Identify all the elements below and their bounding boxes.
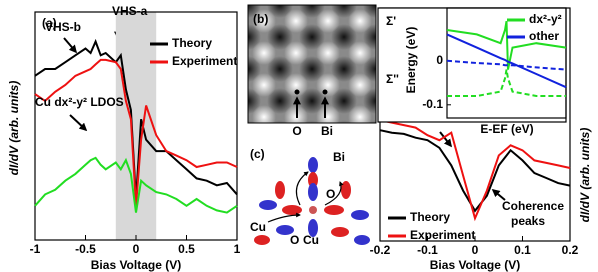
- panel-label: (c): [250, 147, 265, 161]
- data-line: [379, 119, 571, 222]
- legend-label: other: [529, 29, 559, 43]
- data-line: [34, 38, 238, 200]
- annotation: Σ'': [386, 72, 399, 86]
- site-label: O: [292, 124, 301, 138]
- y-axis-title: dI/dV (arb. units): [7, 81, 21, 176]
- real-part-line: [446, 21, 567, 70]
- x-tick-label: 1: [234, 242, 241, 256]
- x-axis-title: Bias Voltage (V): [430, 258, 520, 272]
- data-line: [34, 58, 238, 206]
- y-axis-title: Energy (eV): [404, 27, 418, 94]
- x-tick-label: 0: [133, 242, 140, 256]
- legend-label: Experiment: [172, 54, 237, 68]
- stm-image: (b) O Bi: [247, 4, 377, 138]
- series-label: Cu dx²-y² LDOS: [35, 95, 124, 109]
- atom-label: O: [326, 187, 335, 201]
- annotation: VHS-a: [112, 4, 148, 18]
- y-tick-label: 0: [436, 53, 443, 67]
- panel-label: (a): [42, 16, 57, 30]
- site-label: Bi: [321, 124, 333, 138]
- x-tick-label: 0.1: [514, 243, 531, 257]
- x-axis-title: E-EF (eV): [480, 122, 533, 136]
- inset-background: [377, 7, 567, 123]
- panel-label: (b): [253, 12, 268, 26]
- atom-label: Cu: [303, 233, 319, 247]
- x-axis-title: Bias Voltage (V): [91, 258, 181, 272]
- legend-label: Theory: [410, 210, 450, 224]
- legend-label: Experiment: [410, 228, 475, 242]
- annotation-arrow: [491, 188, 506, 201]
- annotation: VHS-b: [45, 20, 81, 34]
- x-tick-label: 0: [472, 243, 479, 257]
- real-part-line: [446, 33, 567, 89]
- atom-label: Cu: [250, 220, 266, 234]
- x-tick-label: -1: [30, 242, 41, 256]
- data-line: [34, 156, 238, 214]
- data-line: [379, 129, 571, 213]
- atom-label: O: [290, 233, 299, 247]
- y-axis-title: dI/dV (arb. units): [578, 128, 592, 223]
- plot-frame: [446, 7, 567, 119]
- atom-label: Bi: [333, 150, 345, 164]
- annotation: Coherence: [502, 199, 564, 213]
- annotation: Σ': [386, 14, 396, 28]
- annotation: peaks: [511, 214, 545, 228]
- orbital-diagram: (c) Bi O Cu O Cu: [250, 147, 370, 247]
- x-tick-label: 0.5: [178, 242, 195, 256]
- x-tick-label: -0.2: [370, 243, 391, 257]
- x-tick-label: 0.2: [562, 243, 579, 257]
- legend-label: dx²-y²: [529, 12, 562, 26]
- annotation-arrow: [69, 114, 88, 132]
- y-tick-label: -0.1: [422, 97, 443, 111]
- x-tick-label: -0.5: [75, 242, 96, 256]
- x-tick-label: -0.1: [417, 243, 438, 257]
- annotation-arrow: [63, 37, 78, 54]
- imag-part-line: [447, 69, 566, 97]
- annotation-arrow: [439, 131, 452, 148]
- imag-part-line: [446, 59, 567, 71]
- legend-label: Theory: [172, 36, 212, 50]
